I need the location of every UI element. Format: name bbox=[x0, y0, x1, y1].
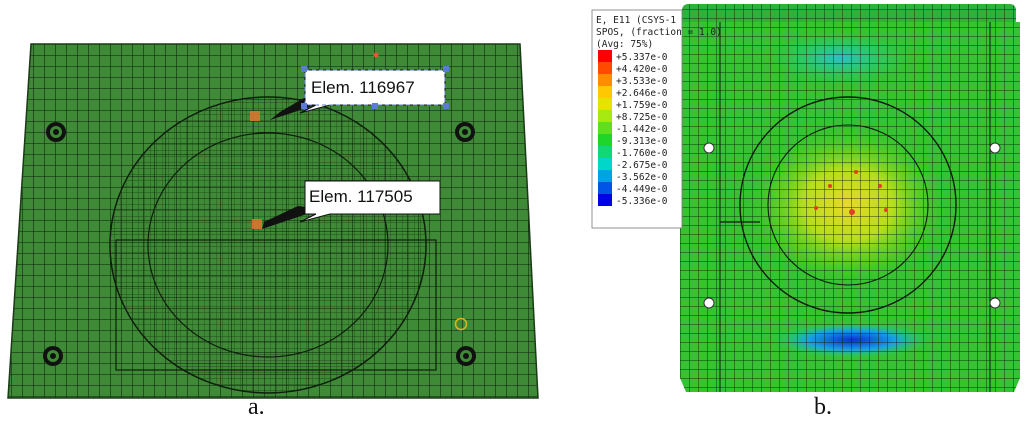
legend-swatch bbox=[598, 110, 612, 122]
legend-title-line-2: SPOS, (fraction = 1.0) bbox=[596, 27, 722, 38]
legend-label: -4.449e-0 bbox=[616, 184, 668, 195]
legend-label: +5.337e-0 bbox=[616, 52, 668, 63]
bolt-hole-bottom-right bbox=[456, 346, 476, 366]
legend-swatch bbox=[598, 62, 612, 74]
element-117505-marker bbox=[252, 219, 262, 229]
legend-swatch bbox=[598, 86, 612, 98]
legend-swatch bbox=[598, 182, 612, 194]
legend-swatch bbox=[598, 134, 612, 146]
legend-label: +3.533e-0 bbox=[616, 76, 668, 87]
legend-swatch bbox=[598, 98, 612, 110]
contour-legend: E, E11 (CSYS-1 SPOS, (fraction = 1.0) (A… bbox=[591, 9, 722, 229]
node-marker bbox=[454, 317, 468, 331]
legend-label: -3.562e-0 bbox=[616, 172, 668, 183]
legend-label: +4.420e-0 bbox=[616, 64, 668, 75]
legend-swatch bbox=[598, 170, 612, 182]
legend-swatch bbox=[598, 194, 612, 206]
callout-elem-116967: Elem. 116967 bbox=[270, 66, 449, 120]
legend-swatch bbox=[598, 158, 612, 170]
legend-label: +8.725e-0 bbox=[616, 112, 668, 123]
panel-b-strain-contour: E, E11 (CSYS-1 SPOS, (fraction = 1.0) (A… bbox=[591, 4, 1020, 392]
callout-elem-117505: Elem. 117505 bbox=[262, 180, 441, 229]
legend-label: -9.313e-0 bbox=[616, 136, 668, 147]
legend-label: -1.760e-0 bbox=[616, 148, 668, 159]
bolt-hole-b-top-left bbox=[703, 142, 715, 154]
bolt-hole-b-top-right bbox=[989, 142, 1001, 154]
panel-a-mesh-figure: Elem. 116967 Elem. 117505 bbox=[7, 43, 539, 399]
legend-entries: +5.337e-0+4.420e-0+3.533e-0+2.646e-0+1.7… bbox=[598, 50, 668, 207]
legend-label: -5.336e-0 bbox=[616, 196, 668, 207]
legend-label: +2.646e-0 bbox=[616, 88, 668, 99]
element-116967-marker bbox=[250, 111, 260, 121]
caption-b: b. bbox=[814, 394, 832, 420]
legend-label: -2.675e-0 bbox=[616, 160, 668, 171]
legend-title-line-3: (Avg: 75%) bbox=[596, 39, 653, 50]
bolt-hole-b-bottom-left bbox=[703, 297, 715, 309]
legend-title-line-1: E, E11 (CSYS-1 bbox=[596, 15, 676, 26]
callout-label-116967: Elem. 116967 bbox=[311, 78, 415, 97]
bolt-hole-top-left bbox=[46, 122, 66, 142]
legend-swatch bbox=[598, 74, 612, 86]
callout-label-117505: Elem. 117505 bbox=[309, 187, 413, 206]
bolt-hole-b-bottom-right bbox=[989, 297, 1001, 309]
top-node-marker bbox=[373, 52, 379, 58]
contour-plate-b bbox=[680, 4, 1020, 392]
bolt-hole-bottom-left bbox=[43, 346, 63, 366]
legend-label: +1.759e-0 bbox=[616, 100, 668, 111]
legend-swatch bbox=[598, 50, 612, 62]
legend-swatch bbox=[598, 146, 612, 158]
peak-strain-markers bbox=[814, 170, 888, 215]
legend-label: -1.442e-0 bbox=[616, 124, 668, 135]
caption-a: a. bbox=[248, 394, 265, 420]
bolt-hole-top-right bbox=[455, 122, 475, 142]
legend-swatch bbox=[598, 122, 612, 134]
